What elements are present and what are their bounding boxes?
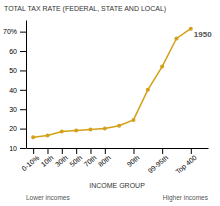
point bbox=[60, 130, 64, 134]
x-tick-label: 99-95th bbox=[147, 154, 170, 175]
x-tick-mark bbox=[62, 148, 63, 154]
x-tick: 30th bbox=[54, 148, 69, 168]
x-tick-mark bbox=[191, 148, 192, 154]
point bbox=[189, 27, 193, 31]
y-tick-mark bbox=[20, 70, 26, 71]
x-tick: 90th bbox=[126, 148, 141, 168]
point bbox=[117, 124, 121, 128]
y-axis: 10 20 30 40 50 60 70% bbox=[3, 21, 27, 152]
y-tick-mark bbox=[20, 109, 26, 110]
x-tick-label: 30th bbox=[54, 154, 69, 168]
x-axis-line bbox=[27, 148, 209, 149]
y-tick-mark bbox=[20, 148, 26, 149]
y-tick-label: 30 bbox=[9, 106, 17, 113]
x-tick-mark bbox=[33, 148, 34, 154]
sub-label: Lower incomes bbox=[26, 194, 70, 201]
title: TOTAL TAX RATE (FEDERAL, STATE AND LOCAL… bbox=[4, 5, 166, 13]
annotation: 1950 bbox=[194, 30, 212, 39]
x-tick-label: 90th bbox=[126, 154, 141, 168]
x-tick-mark bbox=[162, 148, 163, 154]
y-tick-label: 70% bbox=[3, 28, 17, 35]
y-tick: 20 bbox=[9, 125, 26, 132]
y-tick: 50 bbox=[9, 67, 26, 74]
y-tick: 40 bbox=[9, 87, 26, 94]
line bbox=[33, 29, 191, 138]
point bbox=[45, 133, 49, 137]
point bbox=[146, 88, 150, 92]
y-tick: 60 bbox=[9, 48, 26, 55]
y-tick: 30 bbox=[9, 106, 26, 113]
x-tick-mark bbox=[47, 148, 48, 154]
y-tick: 10 bbox=[9, 145, 26, 152]
point bbox=[74, 129, 78, 133]
x-tick-label: Top 400 bbox=[174, 154, 198, 176]
x-tick: 99-95th bbox=[147, 148, 170, 174]
y-tick: 70% bbox=[3, 28, 26, 35]
point bbox=[88, 128, 92, 132]
x-tick-mark bbox=[105, 148, 106, 154]
y-tick-mark bbox=[20, 129, 26, 130]
y-tick-mark bbox=[20, 90, 26, 91]
point bbox=[160, 65, 164, 69]
sub-label: Higher incomes bbox=[163, 194, 209, 202]
x-tick: Top 400 bbox=[174, 148, 198, 176]
y-tick-label: 10 bbox=[9, 145, 17, 152]
y-tick-label: 20 bbox=[9, 125, 17, 132]
x-tick: 10th bbox=[40, 148, 55, 168]
x-axis: 0-10%10th30th50th70th80th 90th 99-95thTop … bbox=[20, 148, 208, 176]
x-tick: 80th bbox=[97, 148, 112, 168]
x-tick: 70th bbox=[83, 148, 98, 168]
point bbox=[31, 135, 35, 139]
point bbox=[174, 36, 178, 40]
x-tick-label: 50th bbox=[68, 154, 83, 168]
y-tick-label: 50 bbox=[9, 67, 17, 74]
y-tick-mark bbox=[20, 51, 26, 52]
x-tick-label: 70th bbox=[83, 154, 98, 168]
x-tick: 50th bbox=[68, 148, 83, 168]
point bbox=[103, 127, 107, 131]
x-tick-label: 80th bbox=[97, 154, 112, 168]
y-tick-label: 40 bbox=[9, 87, 17, 94]
x-axis-title: INCOME GROUP bbox=[89, 182, 145, 189]
x-tick-label: 0-10% bbox=[20, 154, 40, 172]
y-tick-mark bbox=[20, 32, 26, 33]
x-tick-mark bbox=[133, 148, 134, 154]
y-tick-label: 60 bbox=[9, 48, 17, 55]
plot-area bbox=[31, 27, 193, 140]
chart: 0-10%10th30th50th70th80th 90th 99-95thTop … bbox=[0, 0, 220, 206]
x-tick: 0-10% bbox=[20, 148, 40, 172]
x-tick-mark bbox=[76, 148, 77, 154]
x-tick-mark bbox=[90, 148, 91, 154]
point bbox=[131, 118, 135, 122]
y-axis-line bbox=[26, 21, 27, 149]
x-tick-label: 10th bbox=[40, 154, 55, 168]
